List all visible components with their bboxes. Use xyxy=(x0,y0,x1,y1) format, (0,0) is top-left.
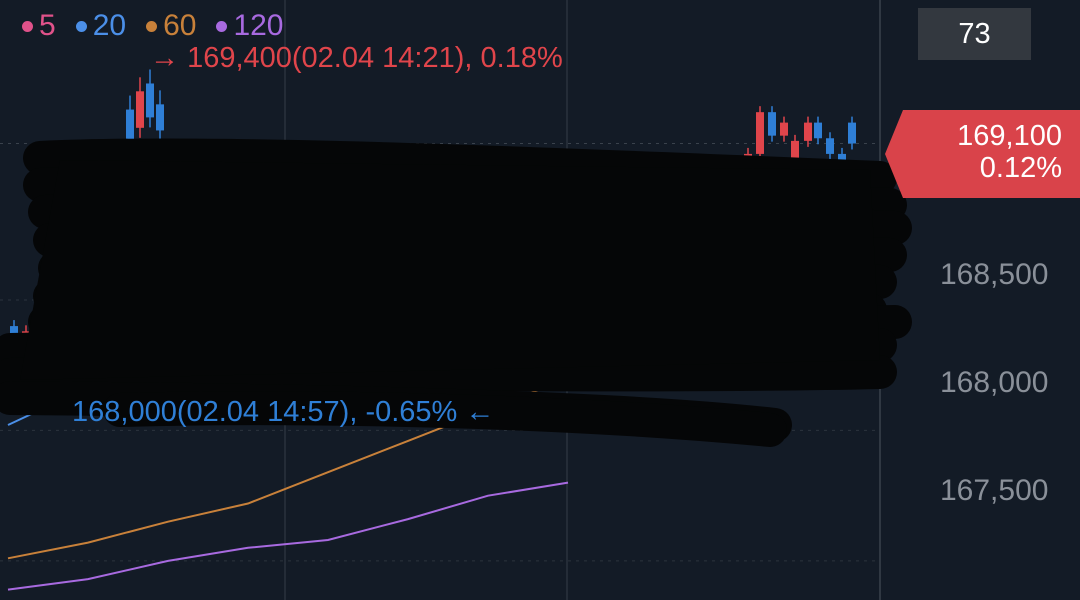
current-price: 169,100 xyxy=(957,120,1062,152)
legend-item-5[interactable]: 5 xyxy=(22,8,56,44)
legend-label: 5 xyxy=(39,9,56,42)
legend-dot xyxy=(22,20,33,32)
candle-body xyxy=(10,326,18,340)
ma-legend: 5 20 60 120 xyxy=(22,8,284,44)
counter-value: 73 xyxy=(958,17,991,50)
ma-line-120 xyxy=(7,481,569,591)
price-tag-shape xyxy=(885,110,1080,198)
candle-body xyxy=(756,112,764,154)
candle-body xyxy=(156,104,164,131)
current-change: 0.12% xyxy=(979,152,1062,184)
legend-label: 120 xyxy=(233,9,284,42)
scribble-overlay xyxy=(0,138,912,447)
scribble-stroke xyxy=(103,391,787,447)
candle-body xyxy=(848,122,856,144)
candle-body xyxy=(791,140,799,162)
legend-label: 20 xyxy=(92,9,127,42)
candle-body xyxy=(136,91,144,128)
current-price-tag: 169,100 0.12% xyxy=(885,110,1080,198)
candle-body xyxy=(804,122,812,141)
y-tick: 167,500 xyxy=(940,474,1049,507)
arrow-left-icon: ← xyxy=(457,396,495,428)
legend-item-60[interactable]: 60 xyxy=(146,8,196,44)
legend-item-20[interactable]: 20 xyxy=(75,8,127,44)
candle-body xyxy=(126,109,134,147)
y-tick: 168,500 xyxy=(940,258,1049,291)
arrow-right-icon: → xyxy=(150,42,188,74)
legend-item-120[interactable]: 120 xyxy=(216,8,284,44)
y-tick: 168,000 xyxy=(940,366,1049,399)
legend-dot xyxy=(146,20,158,32)
legend-label: 60 xyxy=(163,9,197,42)
low-annotation-text: 168,000(02.04 14:57), -0.65% xyxy=(72,396,458,428)
counter-box[interactable]: 73 xyxy=(918,8,1031,60)
high-annotation: → 169,400(02.04 14:21), 0.18% xyxy=(150,42,563,75)
high-annotation-text: 169,400(02.04 14:21), 0.18% xyxy=(187,42,563,74)
candle-body xyxy=(780,122,788,136)
candle-body xyxy=(146,83,154,118)
scribble-fill xyxy=(20,160,880,380)
candle-body xyxy=(768,112,776,136)
low-annotation: 168,000(02.04 14:57), -0.65% ← xyxy=(72,396,494,429)
candle-body xyxy=(826,138,834,154)
candle-body xyxy=(814,122,822,139)
legend-dot xyxy=(75,20,87,32)
legend-dot xyxy=(216,20,228,32)
